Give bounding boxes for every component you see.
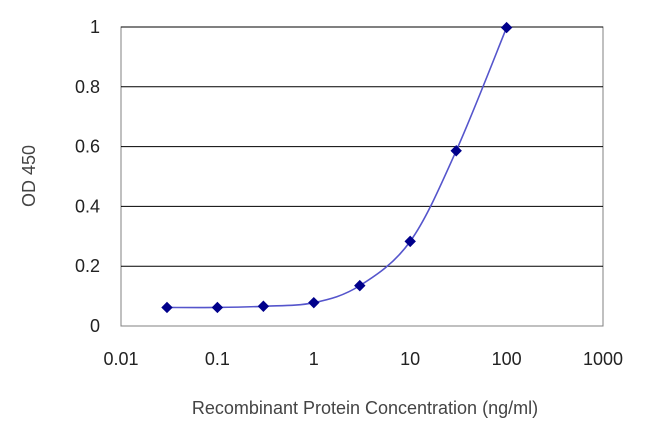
x-axis-title: Recombinant Protein Concentration (ng/ml… xyxy=(192,398,538,418)
y-tick-label: 0.4 xyxy=(75,196,100,216)
x-tick-label: 1000 xyxy=(583,349,623,369)
data-point xyxy=(161,301,173,314)
x-tick-label: 100 xyxy=(492,349,522,369)
y-tick-label: 0.6 xyxy=(75,137,100,157)
x-tick-label: 1 xyxy=(309,349,319,369)
y-tick-label: 0.2 xyxy=(75,256,100,276)
data-point xyxy=(450,145,462,157)
data-point xyxy=(354,279,366,292)
data-point xyxy=(308,296,320,309)
y-tick-label: 0.8 xyxy=(75,77,100,97)
plot-area xyxy=(120,26,604,327)
y-tick-label: 1 xyxy=(90,17,100,37)
data-point xyxy=(500,21,513,34)
x-tick-label: 0.1 xyxy=(205,349,230,369)
data-point xyxy=(404,235,416,248)
data-points xyxy=(161,21,513,314)
data-point xyxy=(211,301,224,314)
x-axis-ticks: 0.01 0.1 1 10 100 1000 xyxy=(103,349,623,369)
x-tick-label: 10 xyxy=(400,349,420,369)
gridlines xyxy=(121,26,603,267)
y-axis-ticks: 0 0.2 0.4 0.6 0.8 1 xyxy=(75,17,100,336)
data-point xyxy=(257,300,270,312)
y-tick-label: 0 xyxy=(90,316,100,336)
y-axis-title: OD 450 xyxy=(19,145,39,207)
x-tick-label: 0.01 xyxy=(103,349,138,369)
